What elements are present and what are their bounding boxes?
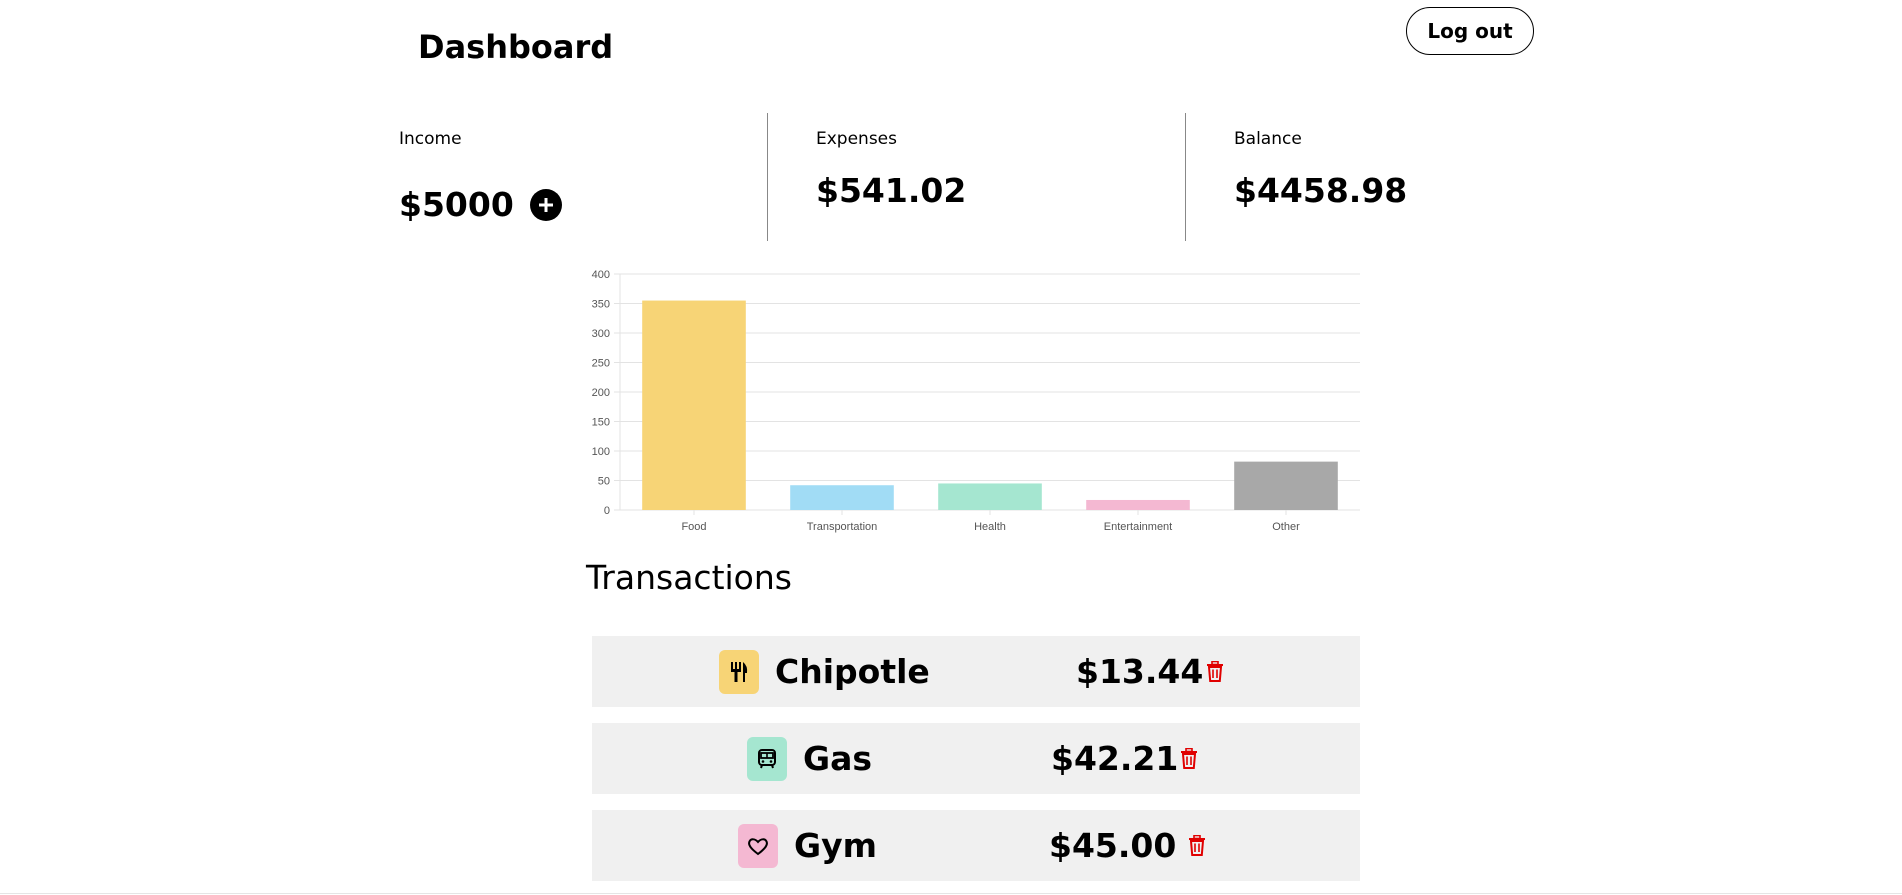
transactions-list: Chipotle $13.44 Gas $42.21 Gym $45.00 — [592, 636, 1360, 895]
bus-icon — [756, 747, 778, 771]
income-label: Income — [399, 129, 462, 149]
fork-knife-icon — [728, 660, 750, 684]
category-badge — [719, 649, 759, 694]
page-title: Dashboard — [418, 28, 614, 66]
y-tick-label: 400 — [592, 269, 610, 281]
transaction-row: Gas $42.21 — [592, 723, 1360, 794]
delete-button[interactable] — [1178, 747, 1200, 771]
x-tick-label: Other — [1272, 521, 1300, 533]
transaction-amount: $45.00 — [1049, 826, 1177, 865]
category-badge — [747, 736, 787, 781]
divider — [0, 893, 1902, 894]
y-tick-label: 100 — [592, 446, 610, 458]
delete-button[interactable] — [1204, 660, 1226, 684]
y-tick-label: 50 — [598, 476, 610, 488]
y-tick-label: 300 — [592, 328, 610, 340]
plus-icon — [538, 197, 553, 212]
expenses-chart: 0 50 100 150 200 250 300 350 400 Food Transportati… — [580, 264, 1360, 539]
bar-transportation[interactable] — [790, 485, 894, 510]
transaction-row: Gym $45.00 — [592, 810, 1360, 881]
expenses-bar-chart: 0 50 100 150 200 250 300 350 400 Food Transportati… — [592, 269, 1360, 533]
transaction-name: Gas — [803, 739, 872, 778]
y-tick-label: 200 — [592, 387, 610, 399]
transactions-title: Transactions — [586, 558, 792, 597]
transaction-amount: $42.21 — [1051, 739, 1179, 778]
balance-value: $4458.98 — [1234, 171, 1408, 210]
transaction-row: Chipotle $13.44 — [592, 636, 1360, 707]
balance-card: Balance $4458.98 — [1185, 113, 1605, 241]
transaction-name: Gym — [794, 826, 877, 865]
y-tick-label: 150 — [592, 417, 610, 429]
income-value-row: $5000 — [399, 185, 767, 224]
trash-icon — [1206, 661, 1224, 682]
y-tick-label: 350 — [592, 299, 610, 311]
balance-label: Balance — [1234, 129, 1302, 149]
transaction-name: Chipotle — [775, 652, 930, 691]
bar-food[interactable] — [642, 300, 746, 510]
expenses-card: Expenses $541.02 — [767, 113, 1185, 241]
category-badge — [738, 823, 778, 868]
trash-icon — [1188, 835, 1206, 856]
bar-entertainment[interactable] — [1086, 499, 1190, 510]
x-tick-label: Entertainment — [1104, 521, 1172, 533]
x-tick-label: Food — [681, 521, 706, 533]
y-tick-label: 250 — [592, 358, 610, 370]
y-tick-label: 0 — [604, 505, 610, 517]
add-income-button[interactable] — [529, 188, 562, 221]
income-value: $5000 — [399, 185, 514, 224]
x-tick-label: Health — [974, 521, 1006, 533]
bar-other[interactable] — [1234, 461, 1338, 510]
logout-button[interactable]: Log out — [1406, 7, 1534, 55]
delete-button[interactable] — [1186, 834, 1208, 858]
income-card: Income $5000 — [399, 113, 767, 241]
bar-health[interactable] — [938, 483, 1042, 510]
x-tick-label: Transportation — [807, 521, 878, 533]
transaction-amount: $13.44 — [1076, 652, 1204, 691]
trash-icon — [1180, 748, 1198, 769]
expenses-label: Expenses — [816, 129, 897, 149]
heart-icon — [746, 835, 770, 857]
expenses-value: $541.02 — [816, 171, 967, 210]
